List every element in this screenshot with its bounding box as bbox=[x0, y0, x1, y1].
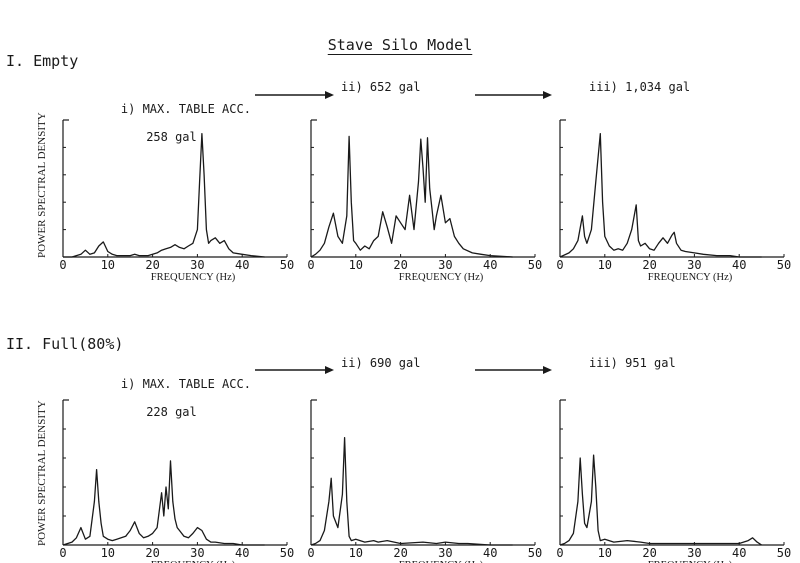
x-tick-label: 30 bbox=[190, 258, 204, 272]
spectrum-line bbox=[559, 133, 762, 258]
x-axis-label: FREQUENCY (Hz) bbox=[648, 272, 733, 283]
section-label-full: II. Full(80%) bbox=[6, 335, 124, 353]
spectrum-line bbox=[63, 133, 265, 258]
condition-line2: 258 gal bbox=[146, 130, 197, 144]
condition-label-full-i: i) MAX. TABLE ACC. 228 gal bbox=[92, 363, 251, 447]
condition-label-full-ii: ii) 690 gal bbox=[341, 356, 421, 370]
x-tick-label: 0 bbox=[556, 546, 563, 560]
arrow-right-icon bbox=[255, 91, 334, 99]
spectrum-line bbox=[559, 454, 762, 546]
x-tick-label: 20 bbox=[393, 258, 407, 272]
x-tick-label: 40 bbox=[483, 546, 497, 560]
x-tick-label: 30 bbox=[687, 546, 701, 560]
x-tick-label: 30 bbox=[438, 546, 452, 560]
arrow-right-icon bbox=[255, 366, 334, 374]
spectrum-panel-II-iii: 0 10 20 30 40 50 FREQUENCY (Hz) bbox=[556, 399, 791, 563]
x-tick-label: 30 bbox=[438, 258, 452, 272]
x-tick-label: 30 bbox=[190, 546, 204, 560]
x-axis-label: FREQUENCY (Hz) bbox=[648, 560, 733, 563]
condition-label-empty-ii: ii) 652 gal bbox=[341, 80, 421, 94]
x-tick-label: 20 bbox=[642, 546, 656, 560]
spectrum-panel-I-ii: 0 10 20 30 40 50 FREQUENCY (Hz) bbox=[307, 119, 542, 283]
figure-title: Stave Silo Model bbox=[0, 36, 800, 54]
x-tick-label: 50 bbox=[777, 546, 791, 560]
x-tick-label: 50 bbox=[528, 546, 542, 560]
x-tick-label: 10 bbox=[349, 258, 363, 272]
x-tick-label: 10 bbox=[101, 546, 115, 560]
x-tick-label: 20 bbox=[145, 258, 159, 272]
x-tick-label: 50 bbox=[528, 258, 542, 272]
x-tick-label: 40 bbox=[483, 258, 497, 272]
condition-label-empty-iii: iii) 1,034 gal bbox=[589, 80, 691, 94]
spectrum-panel-II-i: 0 10 20 30 40 50 FREQUENCY (Hz) bbox=[59, 399, 294, 563]
x-tick-label: 30 bbox=[687, 258, 701, 272]
x-axis-label: FREQUENCY (Hz) bbox=[151, 560, 236, 563]
x-axis-label: FREQUENCY (Hz) bbox=[399, 272, 484, 283]
x-tick-label: 40 bbox=[732, 258, 746, 272]
x-tick-label: 0 bbox=[556, 258, 563, 272]
x-axis-label: FREQUENCY (Hz) bbox=[399, 560, 484, 563]
condition-line1: i) MAX. TABLE ACC. bbox=[120, 102, 251, 116]
x-tick-label: 10 bbox=[598, 258, 612, 272]
x-tick-label: 0 bbox=[59, 546, 66, 560]
x-tick-label: 50 bbox=[280, 258, 294, 272]
condition-label-full-iii: iii) 951 gal bbox=[589, 356, 676, 370]
x-tick-label: 0 bbox=[307, 546, 314, 560]
x-tick-label: 0 bbox=[59, 258, 66, 272]
x-tick-label: 40 bbox=[235, 258, 249, 272]
x-tick-label: 40 bbox=[732, 546, 746, 560]
x-axis-label: FREQUENCY (Hz) bbox=[151, 272, 236, 283]
spectrum-panel-I-iii: 0 10 20 30 40 50 FREQUENCY (Hz) bbox=[556, 119, 791, 283]
spectrum-line bbox=[310, 135, 513, 258]
arrow-right-icon bbox=[475, 366, 552, 374]
x-tick-label: 10 bbox=[598, 546, 612, 560]
x-tick-label: 20 bbox=[145, 546, 159, 560]
x-tick-label: 20 bbox=[642, 258, 656, 272]
spectrum-panel-II-ii: 0 10 20 30 40 50 FREQUENCY (Hz) bbox=[307, 399, 542, 563]
arrow-right-icon bbox=[475, 91, 552, 99]
spectrum-panel-I-i: 0 10 20 30 40 50 FREQUENCY (Hz) bbox=[59, 119, 294, 283]
x-tick-label: 10 bbox=[349, 546, 363, 560]
spectrum-line bbox=[310, 437, 513, 546]
spectrum-line bbox=[62, 460, 265, 546]
x-tick-label: 10 bbox=[101, 258, 115, 272]
section-label-empty: I. Empty bbox=[6, 52, 79, 70]
x-tick-label: 40 bbox=[235, 546, 249, 560]
x-tick-label: 20 bbox=[393, 546, 407, 560]
x-tick-label: 0 bbox=[307, 258, 314, 272]
figure-title-text: Stave Silo Model bbox=[327, 36, 473, 54]
x-tick-label: 50 bbox=[777, 258, 791, 272]
x-tick-label: 50 bbox=[280, 546, 294, 560]
condition-line1: i) MAX. TABLE ACC. bbox=[120, 377, 251, 391]
condition-line2: 228 gal bbox=[146, 405, 197, 419]
condition-label-empty-i: i) MAX. TABLE ACC. 258 gal bbox=[92, 88, 251, 172]
